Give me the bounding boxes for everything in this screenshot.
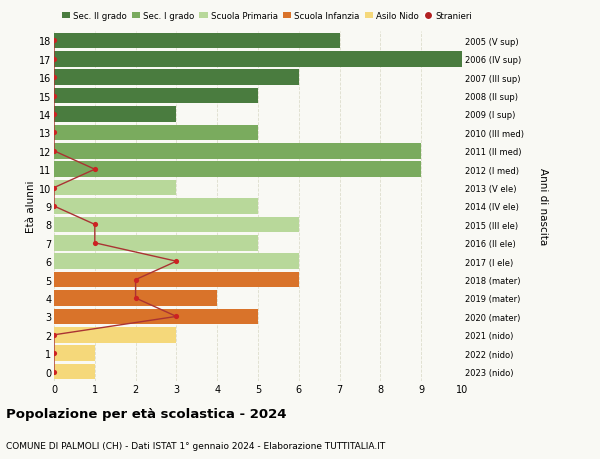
Point [90,221,100,229]
Bar [54,89,258,104]
Point [172,258,181,265]
Bar [54,217,299,233]
Bar [54,309,258,325]
Y-axis label: Età alunni: Età alunni [26,180,36,233]
Point [49,203,59,210]
Text: COMUNE DI PALMOLI (CH) - Dati ISTAT 1° gennaio 2024 - Elaborazione TUTTITALIA.IT: COMUNE DI PALMOLI (CH) - Dati ISTAT 1° g… [6,441,385,450]
Bar [54,327,176,343]
Bar [54,364,95,380]
Bar [54,34,340,49]
Point [49,350,59,357]
Bar [54,180,176,196]
Point [90,166,100,174]
Bar [54,272,299,288]
Bar [54,162,421,178]
Bar [54,107,176,123]
Legend: Sec. II grado, Sec. I grado, Scuola Primaria, Scuola Infanzia, Asilo Nido, Stran: Sec. II grado, Sec. I grado, Scuola Prim… [58,8,475,24]
Point [90,240,100,247]
Point [49,368,59,375]
Text: Popolazione per età scolastica - 2024: Popolazione per età scolastica - 2024 [6,407,287,420]
Point [49,111,59,118]
Bar [54,125,258,141]
Point [49,148,59,155]
Bar [54,52,462,67]
Point [49,331,59,339]
Bar [54,70,299,86]
Point [49,74,59,82]
Point [49,185,59,192]
Bar [54,144,421,159]
Y-axis label: Anni di nascita: Anni di nascita [538,168,548,245]
Point [172,313,181,320]
Bar [54,346,95,361]
Point [131,276,140,284]
Point [131,295,140,302]
Point [49,56,59,63]
Point [49,38,59,45]
Bar [54,199,258,214]
Point [49,129,59,137]
Bar [54,254,299,269]
Point [49,93,59,100]
Bar [54,235,258,251]
Bar [54,291,217,306]
